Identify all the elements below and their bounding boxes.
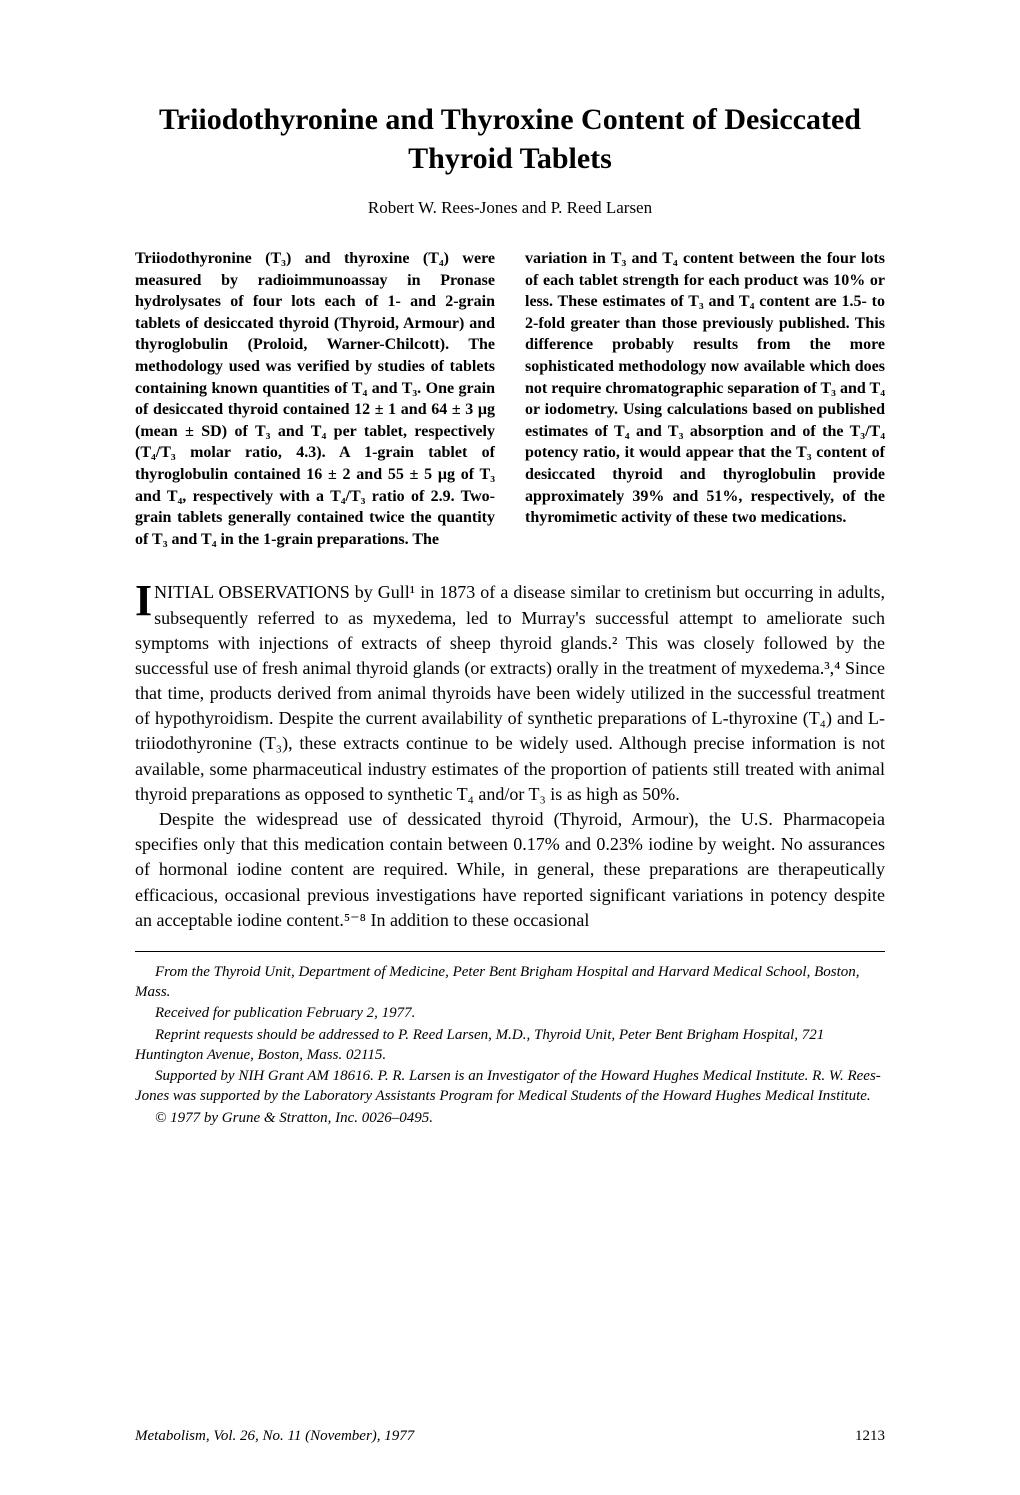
paragraph-2: Despite the widespread use of dessicated… <box>135 807 885 933</box>
article-title: Triiodothyronine and Thyroxine Content o… <box>135 100 885 178</box>
footer-journal-info: Metabolism, Vol. 26, No. 11 (November), … <box>135 1428 414 1445</box>
footnote-divider <box>135 951 885 952</box>
footnote-affiliation: From the Thyroid Unit, Department of Med… <box>135 962 885 1003</box>
paragraph-1-text: NITIAL OBSERVATIONS by Gull¹ in 1873 of … <box>135 582 885 804</box>
footnote-support: Supported by NIH Grant AM 18616. P. R. L… <box>135 1066 885 1107</box>
footnote-received: Received for publication February 2, 197… <box>135 1003 885 1023</box>
footnotes: From the Thyroid Unit, Department of Med… <box>135 962 885 1128</box>
footnote-reprints: Reprint requests should be addressed to … <box>135 1025 885 1066</box>
body-text: INITIAL OBSERVATIONS by Gull¹ in 1873 of… <box>135 580 885 933</box>
abstract-right-column: variation in T₃ and T₄ content between t… <box>525 248 885 550</box>
paragraph-1: INITIAL OBSERVATIONS by Gull¹ in 1873 of… <box>135 580 885 807</box>
article-authors: Robert W. Rees-Jones and P. Reed Larsen <box>135 198 885 218</box>
abstract-left-column: Triiodothyronine (T₃) and thyroxine (T₄)… <box>135 248 495 550</box>
footnote-copyright: © 1977 by Grune & Stratton, Inc. 0026–04… <box>135 1108 885 1128</box>
abstract-container: Triiodothyronine (T₃) and thyroxine (T₄)… <box>135 248 885 550</box>
page-footer: Metabolism, Vol. 26, No. 11 (November), … <box>135 1428 885 1445</box>
footer-page-number: 1213 <box>855 1428 885 1445</box>
dropcap: I <box>135 580 154 619</box>
